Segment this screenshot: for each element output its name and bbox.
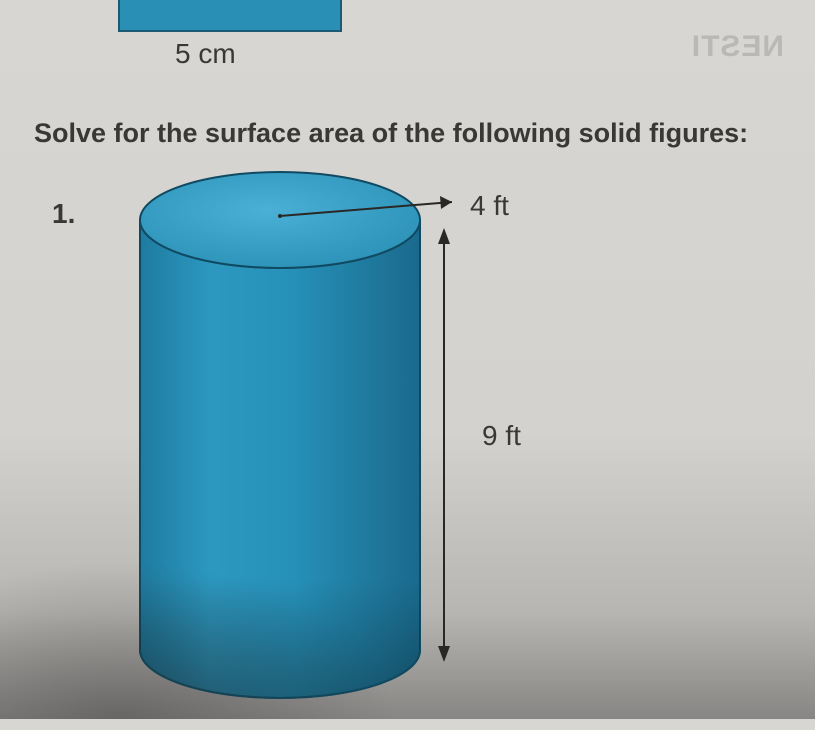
radius-arrow-head xyxy=(440,196,452,209)
height-arrow-head-top xyxy=(438,228,450,244)
height-dimension-label: 9 ft xyxy=(482,420,521,452)
height-arrow-head-bottom xyxy=(438,646,450,662)
problem-number: 1. xyxy=(52,198,75,230)
radius-dimension-label: 4 ft xyxy=(470,190,509,222)
radius-center-dot xyxy=(278,214,282,218)
instruction-heading: Solve for the surface area of the follow… xyxy=(34,118,748,149)
page-shadow xyxy=(0,559,400,719)
cylinder-top-face xyxy=(140,172,420,268)
partial-rectangle-figure xyxy=(118,0,342,32)
rectangle-dimension-label: 5 cm xyxy=(175,38,236,70)
watermark-text: ITƧƎИ xyxy=(692,30,785,64)
